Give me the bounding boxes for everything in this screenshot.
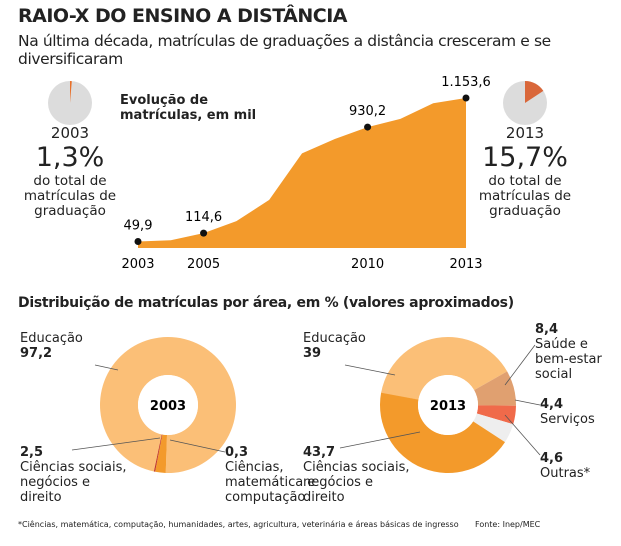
pie-slice: [70, 81, 72, 103]
donut-label: 8,4 Saúde e bem-estar social: [535, 322, 615, 383]
title: RAIO-X DO ENSINO A DISTÂNCIA: [18, 5, 348, 27]
donut-center-label: 2013: [430, 399, 466, 414]
donut-slice: [474, 371, 516, 406]
donut-label: 2,5 Ciências sociais, negócios e direito: [20, 445, 135, 506]
category-name: Educação: [20, 331, 83, 346]
point: [462, 94, 470, 102]
value-label: 8,4: [535, 322, 559, 337]
pie-label: 2003: [50, 124, 90, 142]
leader-line: [71, 437, 161, 451]
donut-hole: [418, 375, 478, 435]
pie-value: 1,3%: [35, 142, 105, 173]
donut-hole: [138, 375, 198, 435]
x-tick-label: 2010: [351, 257, 384, 272]
x-tick-label: 2003: [121, 257, 154, 272]
section-title: Distribuição de matrículas por área, em …: [18, 295, 514, 311]
leader-line: [504, 344, 536, 386]
leader-line: [94, 364, 119, 371]
donut-label: 4,6 Outras*: [540, 451, 615, 482]
footnote: *Ciências, matemática, computação, human…: [18, 520, 459, 529]
pie-caption: do total de matrículas de graduação: [23, 173, 117, 219]
point: [134, 238, 142, 246]
category-name: Saúde e bem-estar social: [535, 336, 602, 382]
donut-label: Educação 39: [303, 331, 403, 362]
donut-label: 43,7 Ciências sociais, negócios e direito: [303, 445, 418, 506]
area-title: Evolução de matrículas, em mil: [120, 93, 257, 123]
donut-label: Educação 97,2: [20, 331, 120, 362]
category-name: Ciências, matemática e computação: [225, 459, 316, 505]
value-label: 97,2: [20, 345, 53, 361]
donut-slice: [153, 434, 163, 472]
donut-slice: [379, 392, 506, 473]
leader-line: [169, 439, 226, 453]
pie-caption: do total de matrículas de graduação: [478, 173, 572, 219]
leader-line: [344, 364, 396, 376]
donut-label: 4,4 Serviços: [540, 397, 615, 428]
value-label: 49,9: [124, 219, 153, 234]
value-label: 0,3: [225, 445, 249, 460]
donut-label: 0,3 Ciências, matemática e computação: [225, 445, 320, 506]
donut-slice: [99, 336, 236, 473]
leader-line: [514, 399, 541, 406]
category-name: Outras*: [540, 465, 591, 481]
donut-slice: [476, 405, 516, 425]
point: [364, 123, 372, 131]
value-label: 930,2: [349, 104, 386, 119]
category-name: Educação: [303, 331, 366, 346]
value-label: 4,4: [540, 397, 564, 412]
donut-center-label: 2003: [150, 399, 186, 414]
donut-slice: [381, 337, 508, 400]
donut-slice: [155, 434, 167, 473]
pie-label: 2013: [505, 124, 545, 142]
leader-line: [504, 414, 541, 456]
pie-value: 15,7%: [482, 142, 568, 173]
pie-slice: [525, 81, 544, 103]
value-label: 1.153,6: [441, 75, 491, 90]
value-label: 43,7: [303, 445, 336, 460]
x-tick-label: 2013: [449, 257, 482, 272]
donut-slice: [473, 413, 514, 443]
category-name: Ciências sociais, negócios e direito: [20, 459, 127, 505]
subtitle: Na última década, matrículas de graduaçõ…: [18, 32, 551, 68]
x-tick-label: 2005: [187, 257, 220, 272]
source: Fonte: Inep/MEC: [475, 520, 541, 529]
point: [200, 229, 208, 237]
value-label: 4,6: [540, 451, 564, 466]
value-label: 114,6: [185, 210, 222, 225]
value-label: 39: [303, 345, 322, 361]
category-name: Serviços: [540, 411, 595, 427]
category-name: Ciências sociais, negócios e direito: [303, 459, 410, 505]
area: [138, 98, 466, 248]
leader-line: [339, 431, 421, 449]
value-label: 2,5: [20, 445, 44, 460]
